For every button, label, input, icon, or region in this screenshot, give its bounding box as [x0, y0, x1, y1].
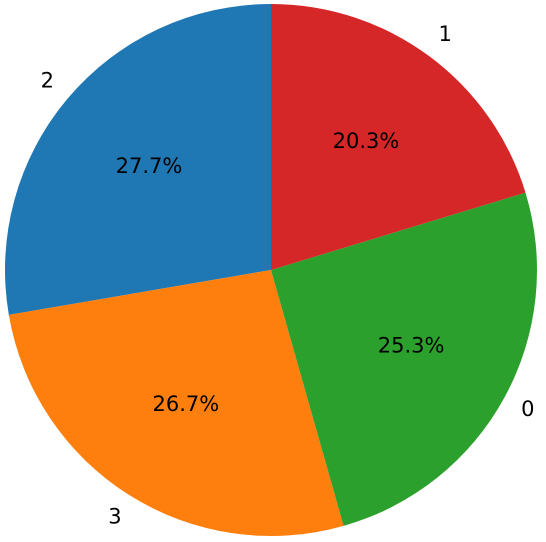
pie-slice	[271, 4, 526, 270]
percent-label: 26.7%	[153, 392, 220, 416]
pie-slice	[271, 192, 537, 526]
pie-slice	[8, 270, 344, 536]
percent-label: 25.3%	[378, 333, 445, 357]
slice-label: 3	[108, 505, 121, 529]
slice-label: 0	[521, 397, 534, 421]
pie-slice	[4, 4, 272, 315]
percent-label: 27.7%	[116, 154, 183, 178]
slice-label: 1	[439, 22, 452, 46]
percent-label: 20.3%	[333, 129, 400, 153]
slice-label: 2	[41, 68, 54, 92]
